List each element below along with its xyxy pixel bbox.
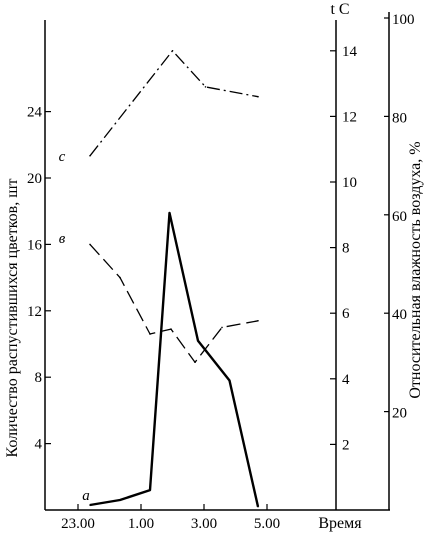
series-point <box>149 489 151 491</box>
series-point <box>89 504 91 506</box>
right-tick-label: 60 <box>392 209 407 225</box>
series-point <box>257 505 259 508</box>
right-axis-title: Относительная влажность воздуха, % <box>407 141 424 398</box>
mid-tick-label: 8 <box>342 241 350 257</box>
series-label-2: с <box>59 149 66 165</box>
series-line-1 <box>89 243 259 363</box>
right-tick-label: 100 <box>392 12 415 28</box>
series-point <box>149 333 151 335</box>
left-tick-label: 8 <box>35 370 43 386</box>
series-point <box>257 95 259 98</box>
mid-tick-label: 2 <box>342 437 350 453</box>
series-point <box>89 243 91 246</box>
series-point <box>170 328 172 330</box>
left-tick-label: 4 <box>35 437 43 453</box>
series-point <box>197 339 199 342</box>
right-tick-label: 80 <box>392 110 407 126</box>
series-label-0: а <box>82 488 90 504</box>
left-tick-label: 20 <box>27 171 42 187</box>
mid-axis-ticks: 2 4 6 8 10 12 14 <box>330 44 358 453</box>
mid-tick-label: 6 <box>342 306 350 322</box>
right-tick-label: 20 <box>392 406 407 422</box>
x-axis-title: Время <box>318 515 362 532</box>
right-axis-ticks: 20 40 60 80 100 <box>384 12 415 422</box>
mid-tick-label: 10 <box>342 175 357 191</box>
mid-tick-label: 12 <box>342 109 357 125</box>
series-line-2 <box>89 50 259 157</box>
x-axis-ticks: 23.00 1.00 3.00 5.00 <box>61 504 280 532</box>
series-point <box>257 319 259 322</box>
series-layer <box>89 50 260 508</box>
mid-tick-label: 4 <box>342 372 350 388</box>
series-point <box>168 212 171 214</box>
left-axis-title: Количество распустившихся цветков, шт <box>4 178 21 457</box>
series-labels: а в с <box>59 149 90 504</box>
series-point <box>221 326 223 329</box>
series-point <box>89 154 91 157</box>
left-tick-label: 24 <box>27 105 43 121</box>
x-tick-label: 1.00 <box>128 516 154 532</box>
x-tick-label: 5.00 <box>254 516 280 532</box>
series-point <box>171 50 174 52</box>
series-point <box>119 276 121 279</box>
series-line-0 <box>89 211 260 507</box>
left-axis-ticks: 4 8 12 16 20 24 <box>27 105 51 453</box>
plot-frame <box>44 12 390 511</box>
series-point <box>204 86 207 88</box>
series-point <box>194 361 196 364</box>
mid-tick-label: 14 <box>342 44 358 60</box>
left-tick-label: 16 <box>27 237 43 253</box>
series-point <box>228 379 231 382</box>
x-tick-label: 23.00 <box>61 516 95 532</box>
series-point <box>119 499 121 501</box>
mid-axis-title: t C <box>330 1 349 18</box>
series-label-1: в <box>59 231 66 247</box>
left-tick-label: 12 <box>27 304 42 320</box>
x-tick-label: 3.00 <box>191 516 217 532</box>
right-tick-label: 40 <box>392 307 407 323</box>
